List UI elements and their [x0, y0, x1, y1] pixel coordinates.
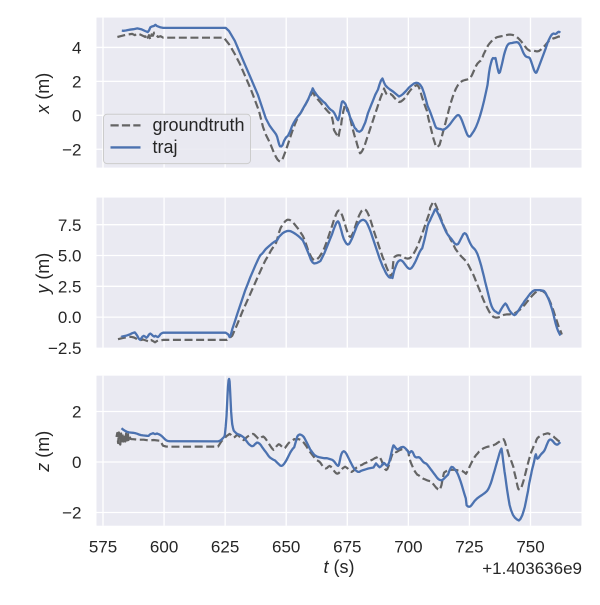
svg-text:−2: −2	[62, 140, 81, 159]
svg-text:+1.403636e9: +1.403636e9	[482, 559, 582, 578]
svg-text:700: 700	[394, 538, 422, 557]
svg-text:traj: traj	[153, 137, 178, 157]
svg-text:7.5: 7.5	[58, 216, 82, 235]
svg-text:−2.5: −2.5	[48, 339, 82, 358]
svg-text:y (m): y (m)	[33, 253, 53, 296]
svg-text:575: 575	[89, 538, 117, 557]
svg-text:2: 2	[72, 73, 81, 92]
svg-text:0.0: 0.0	[58, 308, 82, 327]
svg-text:z (m): z (m)	[33, 431, 53, 473]
svg-text:2.5: 2.5	[58, 277, 82, 296]
svg-text:4: 4	[72, 39, 81, 58]
svg-text:groundtruth: groundtruth	[153, 115, 245, 135]
svg-text:600: 600	[150, 538, 178, 557]
svg-text:625: 625	[211, 538, 239, 557]
svg-text:x (m): x (m)	[33, 73, 53, 115]
svg-text:725: 725	[455, 538, 483, 557]
svg-text:0: 0	[72, 453, 81, 472]
svg-text:650: 650	[272, 538, 300, 557]
svg-text:5.0: 5.0	[58, 247, 82, 266]
svg-text:675: 675	[333, 538, 361, 557]
svg-text:t (s): t (s)	[323, 557, 354, 577]
svg-text:2: 2	[72, 403, 81, 422]
svg-text:750: 750	[516, 538, 544, 557]
svg-text:−2: −2	[62, 504, 81, 523]
svg-text:0: 0	[72, 106, 81, 125]
